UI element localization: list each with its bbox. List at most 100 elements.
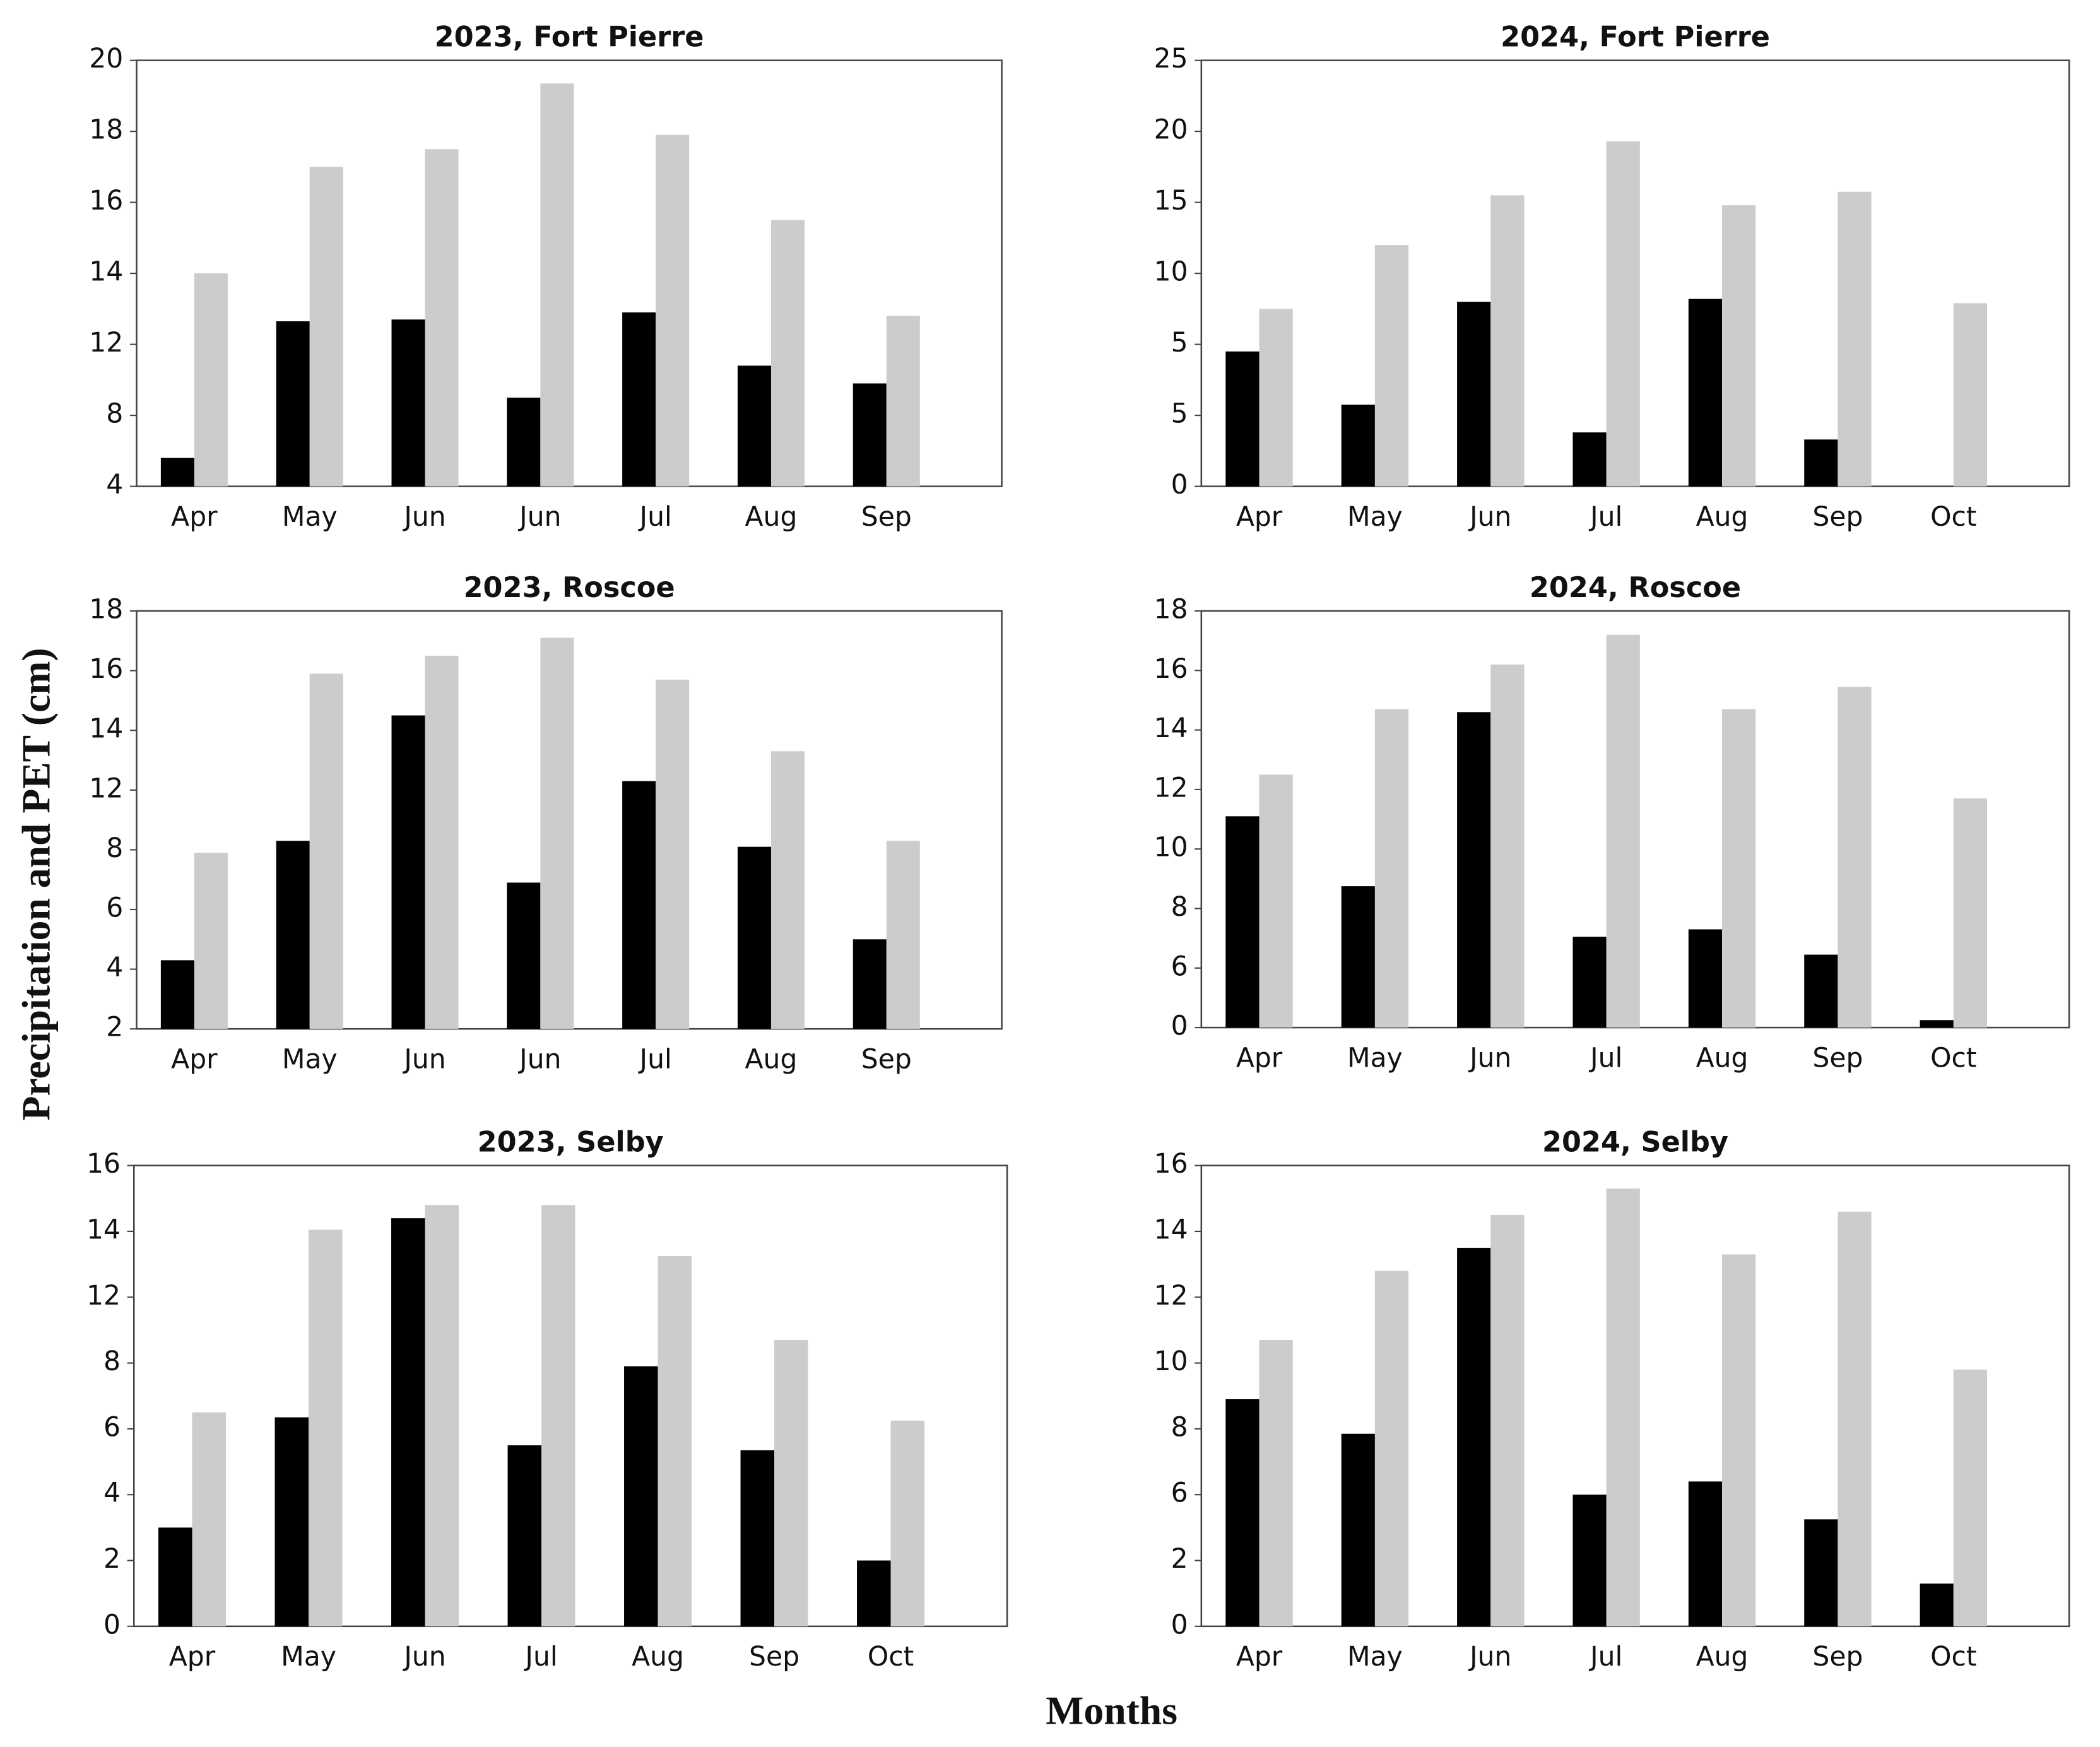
chart-title: 2024, Roscoe	[1530, 571, 1741, 604]
x-tick-label: Jun	[1468, 502, 1511, 533]
x-tick-label: Jul	[1588, 1043, 1622, 1074]
bar	[1259, 1340, 1293, 1626]
x-tick-label: Jun	[402, 502, 445, 533]
x-tick-label: May	[281, 1642, 336, 1673]
bar	[1722, 709, 1756, 1028]
y-tick-label: 2	[103, 1544, 121, 1575]
y-tick-label: 16	[86, 1149, 121, 1180]
bar	[1259, 309, 1293, 487]
x-tick-label: Aug	[745, 502, 798, 533]
y-tick-label: 12	[1154, 1281, 1188, 1312]
bar	[194, 853, 228, 1029]
y-tick-label: 10	[1154, 257, 1188, 288]
x-tick-label: Apr	[1236, 1043, 1283, 1074]
bar	[1688, 929, 1723, 1028]
x-tick-label: Jun	[1468, 1043, 1511, 1074]
bar	[737, 365, 771, 487]
bar	[737, 846, 771, 1029]
bar	[391, 319, 425, 487]
y-tick-label: 5	[1171, 399, 1188, 430]
bar	[1804, 439, 1838, 487]
y-tick-label: 16	[1154, 1149, 1188, 1180]
x-tick-label: May	[282, 1045, 338, 1075]
bar	[192, 1412, 227, 1626]
bar	[1457, 712, 1491, 1028]
bar	[1225, 351, 1259, 487]
y-tick-label: 6	[1171, 1478, 1188, 1509]
bar	[1572, 937, 1607, 1028]
y-axis-title: Precipitation and PET (cm)	[13, 648, 58, 1120]
bar	[1341, 1433, 1375, 1626]
bar	[1953, 798, 1987, 1028]
y-tick-label: 12	[89, 773, 123, 804]
bar	[1606, 141, 1640, 487]
bar	[622, 312, 656, 487]
y-tick-label: 14	[1154, 713, 1188, 744]
x-tick-label: Aug	[632, 1642, 684, 1673]
bar	[1722, 1254, 1756, 1626]
bar	[1838, 687, 1872, 1028]
x-axis-title: Months	[1046, 1688, 1177, 1733]
x-tick-label: May	[1347, 1043, 1403, 1074]
bar	[656, 679, 690, 1029]
bar	[1490, 195, 1525, 487]
bar	[1457, 302, 1491, 487]
bar	[1953, 303, 1987, 487]
bar	[740, 1450, 775, 1626]
y-tick-label: 0	[1171, 1609, 1188, 1640]
y-tick-label: 10	[1154, 832, 1188, 863]
y-tick-label: 16	[89, 186, 123, 216]
bar	[1225, 1399, 1259, 1626]
y-tick-label: 6	[103, 1412, 121, 1443]
bar	[852, 383, 887, 487]
bar	[425, 1205, 459, 1626]
x-tick-label: Jun	[517, 1045, 561, 1075]
x-tick-label: Oct	[868, 1642, 914, 1673]
x-tick-label: Sep	[861, 502, 912, 533]
bar	[274, 1417, 309, 1626]
x-tick-label: Sep	[1812, 1043, 1863, 1074]
y-tick-label: 10	[1154, 1346, 1188, 1377]
bar	[886, 316, 920, 487]
bar	[1490, 664, 1525, 1028]
bar	[857, 1560, 891, 1626]
y-tick-label: 14	[89, 714, 123, 745]
y-tick-label: 15	[1154, 186, 1188, 216]
bar	[658, 1256, 692, 1626]
y-tick-label: 16	[89, 654, 123, 685]
bar	[1920, 1020, 1954, 1028]
bar	[656, 134, 690, 487]
y-tick-label: 4	[106, 470, 123, 500]
y-tick-label: 4	[103, 1478, 121, 1509]
bar	[540, 637, 574, 1029]
y-tick-label: 14	[86, 1214, 121, 1245]
bar	[624, 1366, 658, 1626]
y-tick-label: 0	[1171, 470, 1188, 500]
x-tick-label: May	[1347, 1642, 1403, 1673]
bar	[425, 655, 459, 1029]
y-tick-label: 2	[1171, 1544, 1188, 1575]
bar	[1457, 1248, 1491, 1626]
bar	[391, 1218, 425, 1626]
bar	[1804, 954, 1838, 1028]
bar	[1572, 1495, 1607, 1626]
bar	[622, 781, 656, 1029]
bar	[1606, 1188, 1640, 1626]
x-tick-label: Jun	[402, 1045, 445, 1075]
x-tick-label: Jun	[517, 502, 561, 533]
bar	[1259, 774, 1293, 1028]
bar	[1722, 205, 1756, 487]
bar	[391, 715, 425, 1029]
x-tick-label: Jul	[523, 1642, 557, 1673]
bar	[160, 960, 194, 1029]
bar	[1572, 432, 1607, 487]
bar	[852, 939, 887, 1029]
chart-title: 2023, Selby	[478, 1126, 664, 1159]
bar	[158, 1527, 192, 1626]
x-tick-label: Oct	[1930, 1642, 1976, 1673]
bar	[507, 1445, 542, 1626]
bar	[541, 1205, 575, 1626]
bar	[425, 149, 459, 487]
